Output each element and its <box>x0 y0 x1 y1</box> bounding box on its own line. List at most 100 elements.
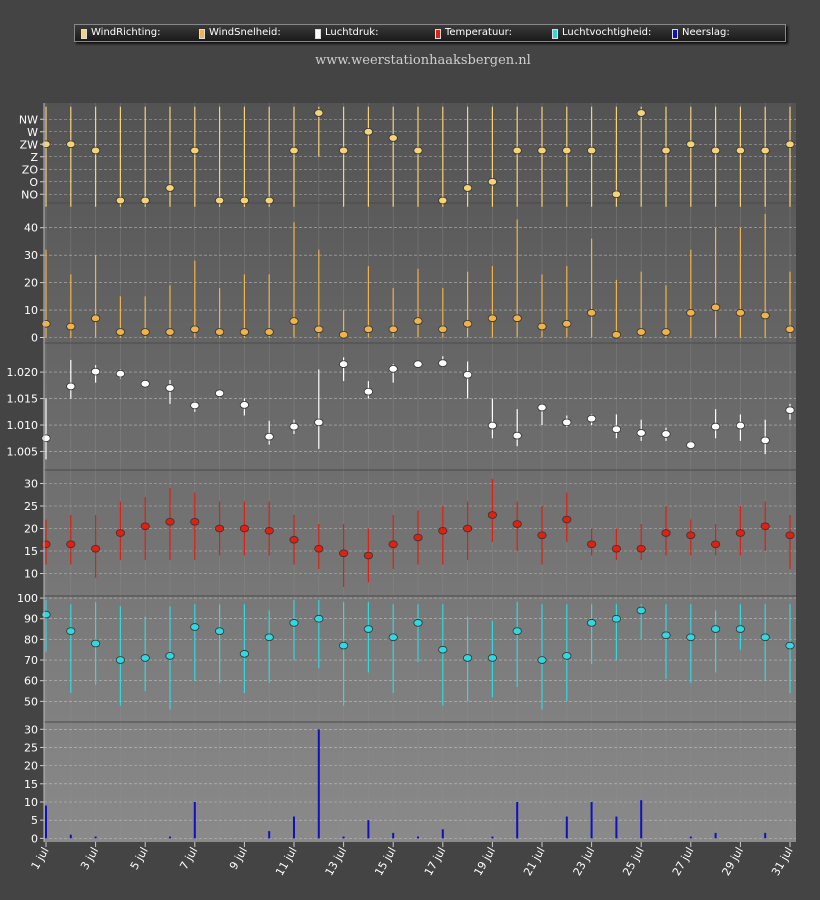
point-temperatuur <box>115 529 126 537</box>
x-tick-label: 21 jul <box>521 845 548 878</box>
point-windrichting <box>66 140 76 149</box>
point-temperatuur <box>91 544 101 553</box>
point-windrichting <box>735 146 746 155</box>
y-tick-label-neerslag: 10 <box>24 796 38 809</box>
point-luchtvochtigheid <box>710 625 721 633</box>
point-windsnelheid <box>140 328 150 336</box>
point-windsnelheid <box>215 328 225 336</box>
point-temperatuur <box>785 531 795 540</box>
point-windsnelheid <box>785 325 795 334</box>
x-tick-label: 31 jul <box>769 845 796 878</box>
point-windsnelheid <box>190 325 200 334</box>
legend-label: WindSnelheid: <box>209 27 281 38</box>
point-windrichting <box>289 146 299 155</box>
point-luchtvochtigheid <box>264 633 274 642</box>
y-tick-label-temperatuur: 20 <box>24 523 38 536</box>
point-windsnelheid <box>264 328 274 336</box>
y-tick-label-windrichting: NO <box>21 188 38 201</box>
point-luchtdruk <box>165 384 175 392</box>
point-luchtdruk <box>586 414 597 423</box>
point-luchtvochtigheid <box>413 619 423 627</box>
point-windsnelheid <box>314 325 324 334</box>
y-tick-label-windsnelheid: 0 <box>31 332 38 345</box>
point-temperatuur <box>537 531 547 540</box>
legend-swatch-temperatuur <box>435 29 441 39</box>
point-temperatuur <box>363 551 373 560</box>
bar-neerslag <box>590 802 593 839</box>
point-luchtdruk <box>264 432 274 441</box>
point-windsnelheid <box>586 309 597 317</box>
point-temperatuur <box>239 524 249 533</box>
point-temperatuur <box>586 540 597 549</box>
point-windsnelheid <box>41 319 51 328</box>
y-tick-label-neerslag: 20 <box>24 760 38 773</box>
point-temperatuur <box>562 515 572 524</box>
point-luchtvochtigheid <box>537 656 547 664</box>
point-luchtvochtigheid <box>91 639 101 648</box>
point-luchtdruk <box>66 382 76 391</box>
point-temperatuur <box>611 544 622 553</box>
point-windsnelheid <box>363 325 373 334</box>
point-windrichting <box>338 146 349 155</box>
point-luchtdruk <box>462 370 473 379</box>
point-luchtdruk <box>487 421 497 430</box>
y-tick-label-windsnelheid: 30 <box>24 249 38 262</box>
point-windsnelheid <box>91 314 101 323</box>
point-luchtvochtigheid <box>338 641 349 650</box>
point-temperatuur <box>438 526 448 535</box>
point-temperatuur <box>686 531 696 540</box>
y-tick-label-windrichting: NW <box>19 113 38 126</box>
bar-neerslag <box>94 836 97 839</box>
point-luchtvochtigheid <box>686 633 696 642</box>
point-windsnelheid <box>661 328 671 336</box>
point-temperatuur <box>215 524 225 533</box>
point-luchtvochtigheid <box>586 619 597 627</box>
point-windsnelheid <box>760 311 770 320</box>
point-windrichting <box>190 146 200 155</box>
y-tick-label-neerslag: 15 <box>24 778 38 791</box>
point-windrichting <box>611 190 622 199</box>
point-luchtvochtigheid <box>140 654 150 662</box>
x-tick-label: 29 jul <box>719 845 746 878</box>
point-luchtvochtigheid <box>314 614 324 623</box>
point-windsnelheid <box>289 317 299 325</box>
y-tick-label-neerslag: 25 <box>24 741 38 754</box>
point-luchtdruk <box>413 360 423 368</box>
point-windrichting <box>264 196 274 205</box>
point-windrichting <box>562 146 572 155</box>
point-temperatuur <box>190 517 200 526</box>
x-tick-label: 15 jul <box>372 845 399 878</box>
bar-neerslag <box>615 816 618 839</box>
point-luchtvochtigheid <box>512 627 522 635</box>
point-windrichting <box>710 146 721 155</box>
point-windrichting <box>636 109 646 117</box>
point-luchtdruk <box>562 418 572 427</box>
x-tick-label: 25 jul <box>620 845 647 878</box>
y-tick-label-windrichting: O <box>29 176 38 189</box>
y-tick-label-luchtvochtigheid: 90 <box>24 613 38 626</box>
point-luchtdruk <box>140 379 150 388</box>
point-windsnelheid <box>686 309 696 317</box>
point-windrichting <box>487 177 497 186</box>
legend-swatch-neerslag <box>672 29 678 39</box>
bar-neerslag <box>392 832 395 839</box>
point-luchtvochtigheid <box>438 645 448 654</box>
point-windsnelheid <box>487 314 497 323</box>
point-luchtdruk <box>239 401 249 409</box>
bar-neerslag <box>565 816 568 839</box>
legend-swatch-luchtvochtigheid <box>552 29 558 39</box>
x-tick-label: 5 jul <box>128 845 151 872</box>
bar-neerslag <box>640 800 643 839</box>
y-tick-label-temperatuur: 15 <box>24 545 38 558</box>
point-luchtvochtigheid <box>363 625 373 633</box>
point-windrichting <box>686 140 696 149</box>
y-tick-label-windsnelheid: 20 <box>24 277 38 290</box>
point-luchtvochtigheid <box>190 623 200 631</box>
y-tick-label-temperatuur: 25 <box>24 500 38 513</box>
point-luchtvochtigheid <box>115 656 126 664</box>
point-windrichting <box>537 146 547 155</box>
point-luchtdruk <box>41 434 51 443</box>
point-windsnelheid <box>512 314 522 323</box>
y-tick-label-luchtvochtigheid: 100 <box>17 592 38 605</box>
bar-neerslag <box>714 832 717 839</box>
